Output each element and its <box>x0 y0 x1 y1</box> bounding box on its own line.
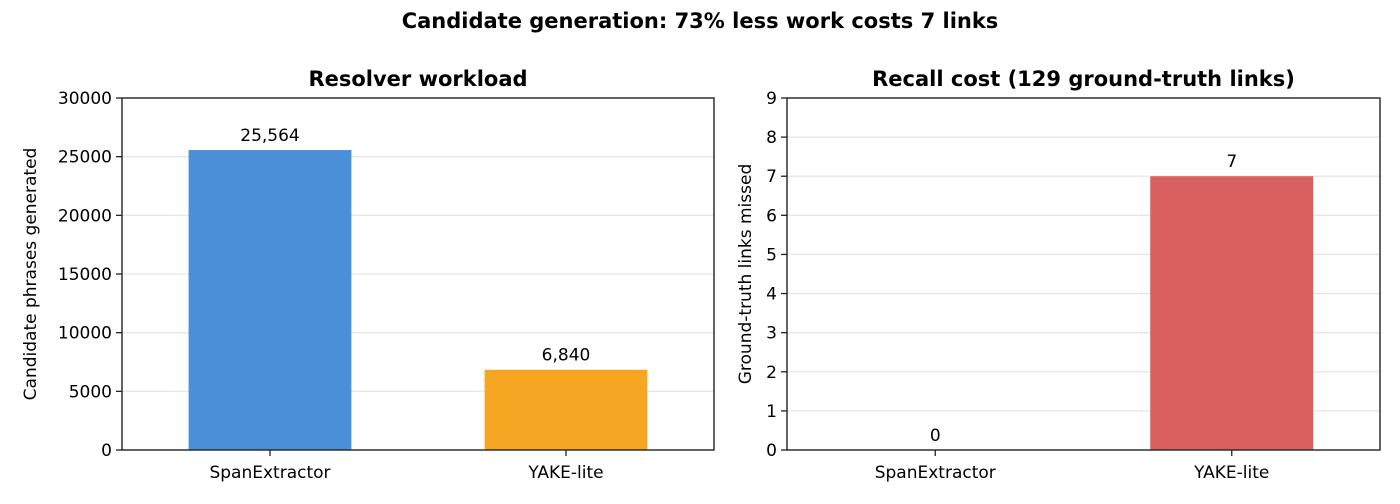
recall-y-tick-label: 2 <box>766 363 777 383</box>
recall-x-tick-label: SpanExtractor <box>875 463 996 483</box>
recall-y-tick-label: 9 <box>766 89 777 109</box>
recall-y-tick-label: 0 <box>766 441 777 461</box>
recall-y-axis-label: Ground-truth links missed <box>736 164 756 385</box>
workload-data-label: 6,840 <box>542 346 591 366</box>
workload-data-label: 25,564 <box>240 126 299 146</box>
recall-cost-chart: 0 SpanExtractor 7 YAKE-lite 0 1 2 3 4 5 6 7 8 9 Recall… <box>736 67 1381 483</box>
recall-data-label: 7 <box>1226 152 1237 172</box>
workload-x-tick-label: SpanExtractor <box>209 463 330 483</box>
figure-title: Candidate generation: 73% less work cost… <box>402 9 999 33</box>
workload-x-tick-label: YAKE-lite <box>527 463 603 483</box>
recall-y-tick-label: 8 <box>766 128 777 148</box>
recall-y-tick-label: 3 <box>766 324 777 344</box>
recall-y-tick-label: 6 <box>766 206 777 226</box>
workload-y-tick-label: 20000 <box>58 206 112 226</box>
workload-y-tick-label: 25000 <box>58 148 112 168</box>
recall-bar-yake-lite <box>1150 176 1314 450</box>
workload-bar-yake-lite <box>484 369 648 450</box>
recall-plot-frame <box>786 97 1381 451</box>
workload-chart-title: Resolver workload <box>308 67 527 91</box>
recall-chart-title: Recall cost (129 ground-truth links) <box>872 67 1295 91</box>
workload-plot-frame <box>121 97 715 451</box>
workload-y-tick-label: 30000 <box>58 89 112 109</box>
recall-y-tick-label: 5 <box>766 245 777 265</box>
recall-y-tick-label: 4 <box>766 285 777 305</box>
recall-y-tick-label: 1 <box>766 402 777 422</box>
workload-chart: 25,564 SpanExtractor 6,840 YAKE-lite 0 5000 10… <box>21 67 715 483</box>
workload-y-tick-label: 5000 <box>69 382 112 402</box>
workload-y-tick-label: 10000 <box>58 324 112 344</box>
recall-y-tick-label: 7 <box>766 167 777 187</box>
workload-y-axis-label: Candidate phrases generated <box>21 148 41 401</box>
workload-bar-spanextractor <box>188 150 352 450</box>
recall-data-label: 0 <box>930 426 941 446</box>
workload-y-tick-label: 15000 <box>58 265 112 285</box>
recall-x-tick-label: YAKE-lite <box>1193 463 1269 483</box>
workload-y-tick-label: 0 <box>101 441 112 461</box>
